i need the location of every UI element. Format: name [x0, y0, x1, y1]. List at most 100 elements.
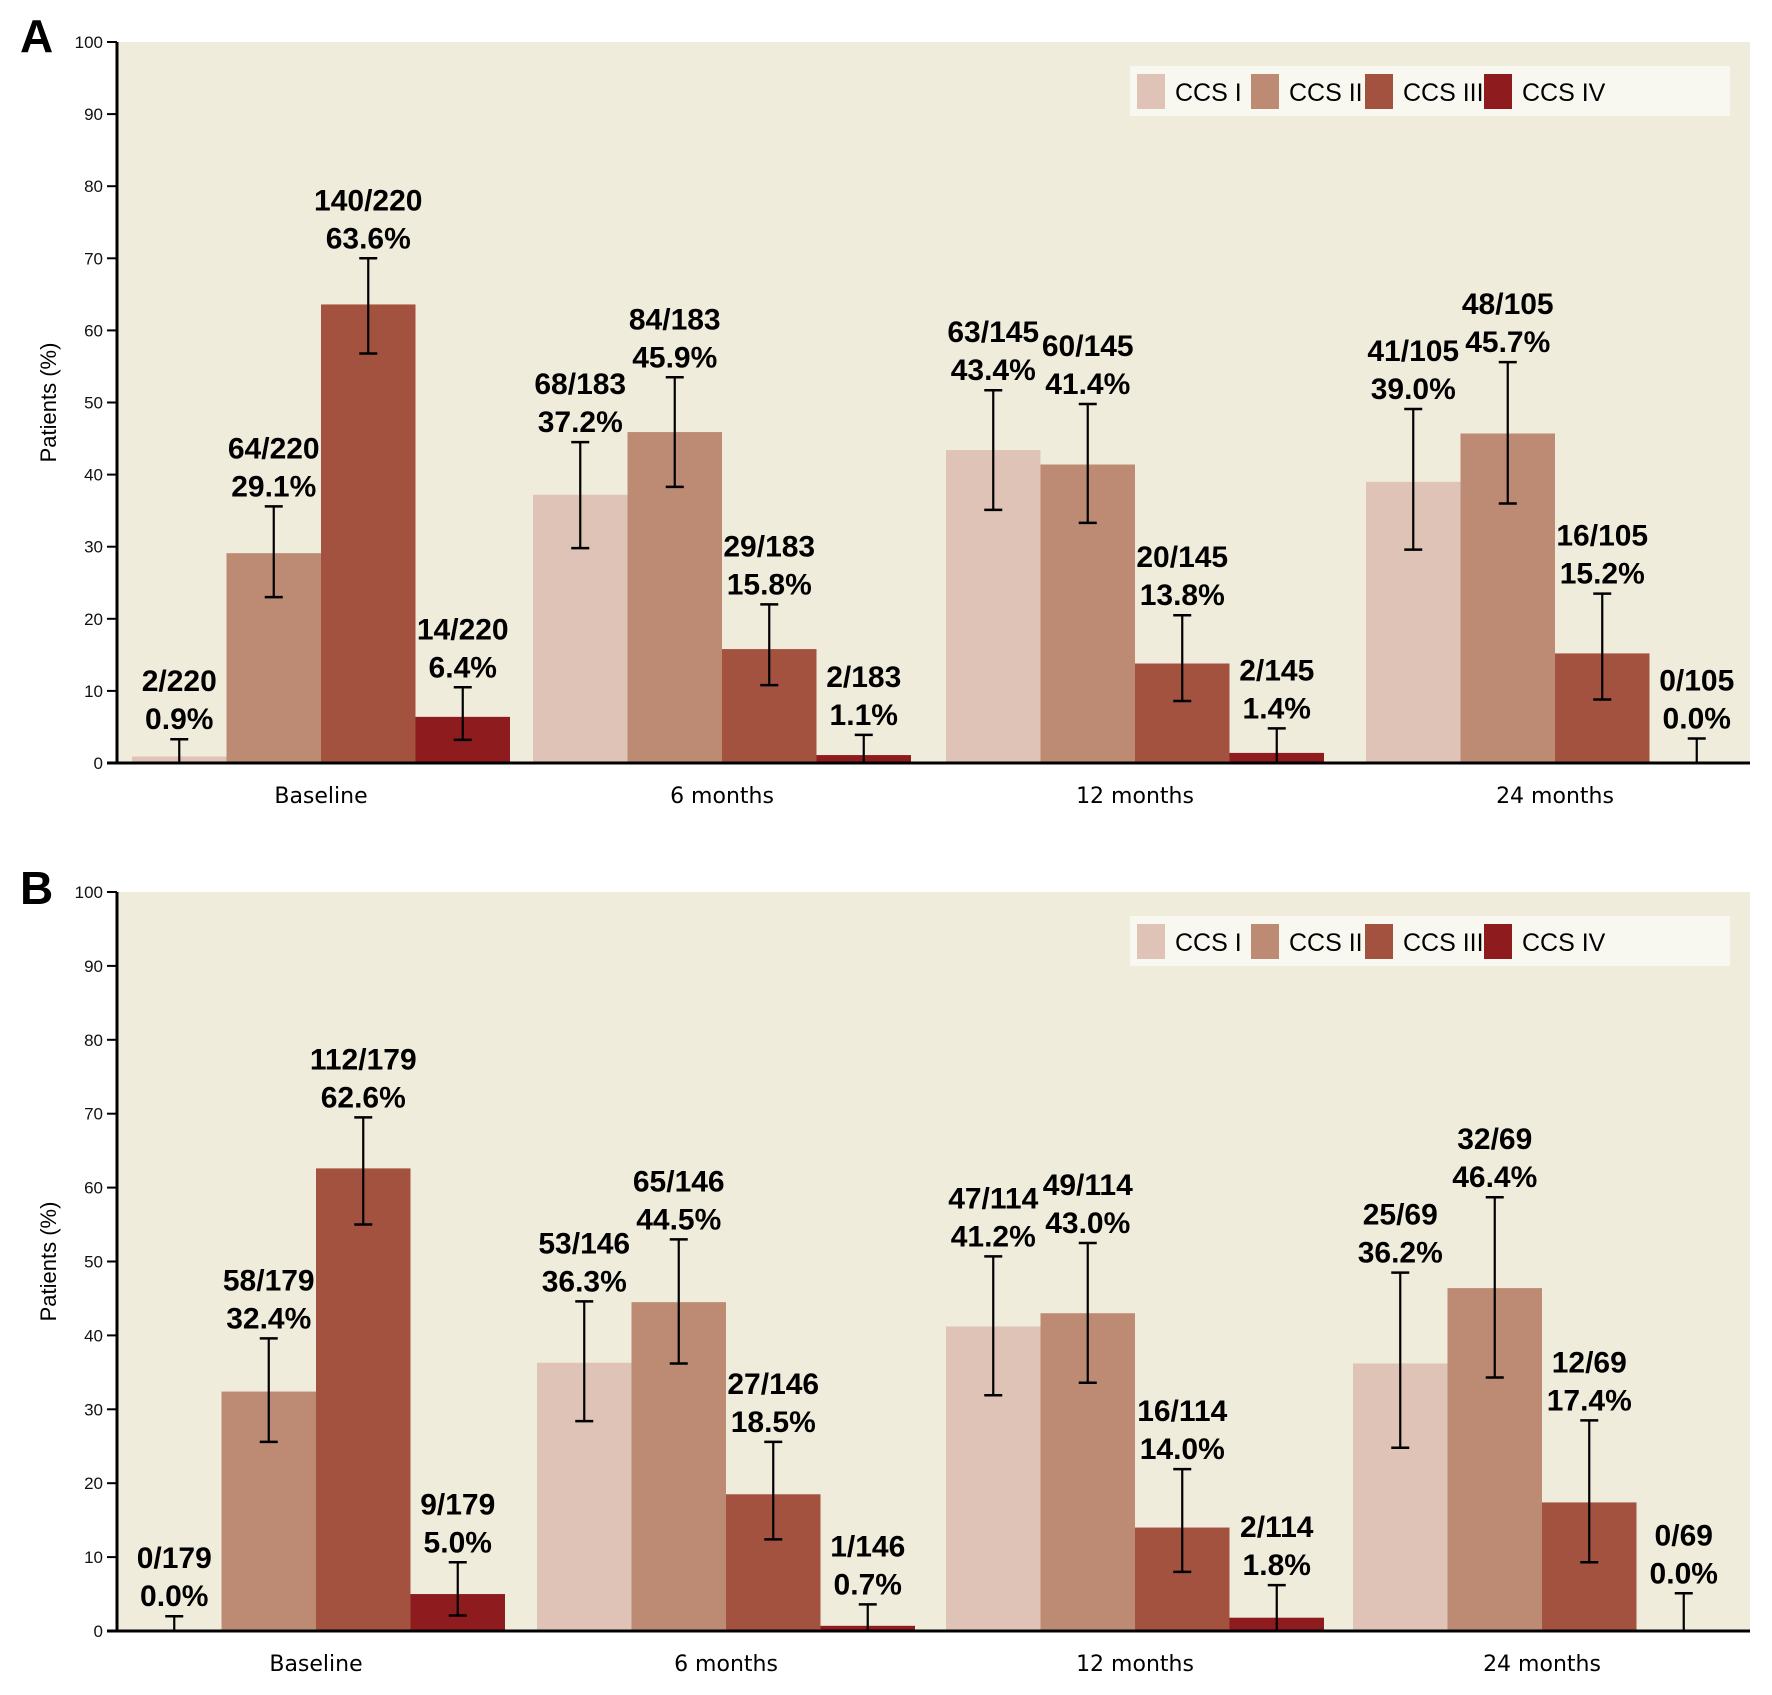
x-tick-label: 12 months [1076, 1652, 1194, 1677]
y-tick-label: 50 [84, 394, 103, 413]
data-label-count: 112/179 [310, 1043, 417, 1076]
data-label-percent: 1.1% [830, 699, 898, 732]
legend-swatch [1365, 74, 1393, 109]
x-tick-label: 6 months [674, 1652, 778, 1677]
data-label-count: 64/220 [228, 432, 320, 465]
data-label-count: 2/220 [142, 665, 217, 698]
data-label-percent: 0.9% [145, 703, 213, 736]
data-label-percent: 6.4% [429, 651, 497, 684]
y-tick-label: 70 [84, 249, 103, 268]
data-label-count: 27/146 [727, 1368, 819, 1401]
legend-swatch [1251, 924, 1279, 959]
legend-swatch [1137, 924, 1165, 959]
legend-label: CCS IV [1522, 79, 1606, 107]
panel-letter: A [20, 10, 53, 62]
data-label-percent: 44.5% [636, 1203, 721, 1236]
data-label-percent: 0.7% [834, 1568, 902, 1601]
legend-swatch [1484, 74, 1512, 109]
y-tick-label: 90 [84, 105, 103, 124]
y-tick-label: 10 [84, 1548, 103, 1567]
data-label-count: 47/114 [948, 1182, 1038, 1215]
data-label-percent: 15.8% [727, 568, 812, 601]
y-tick-label: 90 [84, 957, 103, 976]
data-label-percent: 29.1% [231, 470, 316, 503]
y-tick-label: 100 [75, 33, 103, 52]
y-tick-label: 60 [84, 1179, 103, 1198]
y-tick-label: 40 [84, 466, 103, 485]
data-label-count: 65/146 [633, 1165, 725, 1198]
data-label-percent: 15.2% [1560, 558, 1645, 591]
data-label-count: 53/146 [538, 1227, 630, 1260]
legend: CCS I CCS II CCS III CCS IV [1130, 66, 1730, 116]
data-label-count: 41/105 [1367, 335, 1459, 368]
legend-label: CCS II [1289, 929, 1363, 957]
y-tick-label: 80 [84, 177, 103, 196]
legend-swatch [1484, 924, 1512, 959]
data-label-percent: 41.2% [951, 1220, 1036, 1253]
y-tick-label: 50 [84, 1253, 103, 1272]
data-label-count: 32/69 [1457, 1123, 1532, 1156]
legend-box [1130, 916, 1730, 966]
legend-label: CCS III [1403, 79, 1484, 107]
legend-label: CCS II [1289, 79, 1363, 107]
data-label-count: 14/220 [417, 613, 509, 646]
data-label-percent: 32.4% [226, 1302, 311, 1335]
data-label-count: 0/69 [1655, 1519, 1713, 1552]
data-label-count: 0/105 [1659, 664, 1734, 697]
y-tick-label: 10 [84, 682, 103, 701]
data-label-percent: 18.5% [731, 1406, 816, 1439]
data-label-count: 16/114 [1137, 1395, 1227, 1428]
data-label-percent: 0.0% [1663, 702, 1731, 735]
chart-panel-b: B 0 10 20 30 40 50 60 70 80 90 100 Patients (%) 0/179… [20, 862, 1750, 1677]
data-label-percent: 14.0% [1140, 1433, 1225, 1466]
chart-panel-a: A 0 10 20 30 40 50 60 70 80 90 100 Patients (%) 2/220… [20, 10, 1750, 809]
y-tick-label: 20 [84, 610, 103, 629]
data-label-count: 68/183 [534, 368, 626, 401]
data-label-percent: 45.9% [632, 341, 717, 374]
data-label-count: 2/114 [1240, 1511, 1314, 1544]
data-label-count: 2/145 [1239, 654, 1314, 687]
data-label-percent: 5.0% [424, 1526, 492, 1559]
data-label-percent: 37.2% [538, 406, 623, 439]
x-tick-label: Baseline [269, 1652, 362, 1677]
y-tick-label: 0 [94, 1622, 103, 1641]
legend-label: CCS IV [1522, 929, 1606, 957]
data-label-count: 48/105 [1462, 288, 1554, 321]
data-label-count: 1/146 [830, 1530, 905, 1563]
x-tick-label: 24 months [1483, 1652, 1601, 1677]
legend-label: CCS III [1403, 929, 1484, 957]
data-label-count: 58/179 [223, 1264, 315, 1297]
data-label-count: 29/183 [723, 530, 815, 563]
y-tick-label: 80 [84, 1031, 103, 1050]
y-tick-label: 30 [84, 1400, 103, 1419]
data-label-count: 140/220 [314, 184, 422, 217]
data-label-percent: 36.2% [1358, 1237, 1443, 1270]
data-label-percent: 43.4% [951, 354, 1036, 387]
x-tick-label: 12 months [1076, 784, 1194, 809]
y-axis-title: Patients (%) [36, 1202, 61, 1322]
x-tick-label: Baseline [274, 784, 367, 809]
legend-label: CCS I [1175, 79, 1242, 107]
data-label-count: 25/69 [1363, 1199, 1438, 1232]
y-tick-label: 30 [84, 538, 103, 557]
data-label-percent: 13.8% [1140, 579, 1225, 612]
data-label-count: 16/105 [1556, 520, 1648, 553]
y-axis-title: Patients (%) [36, 343, 61, 463]
bar [316, 1168, 411, 1631]
data-label-count: 12/69 [1552, 1346, 1627, 1379]
legend-swatch [1365, 924, 1393, 959]
data-label-percent: 43.0% [1045, 1207, 1130, 1240]
legend-swatch [1251, 74, 1279, 109]
y-tick-label: 20 [84, 1474, 103, 1493]
data-label-percent: 39.0% [1371, 373, 1456, 406]
y-tick-label: 100 [75, 883, 103, 902]
legend-box [1130, 66, 1730, 116]
y-tick-label: 0 [94, 754, 103, 773]
y-tick-label: 70 [84, 1105, 103, 1124]
panel-letter: B [20, 862, 53, 914]
y-tick-label: 40 [84, 1326, 103, 1345]
data-label-count: 63/145 [947, 316, 1039, 349]
data-label-count: 84/183 [629, 303, 721, 336]
bar [321, 304, 416, 763]
